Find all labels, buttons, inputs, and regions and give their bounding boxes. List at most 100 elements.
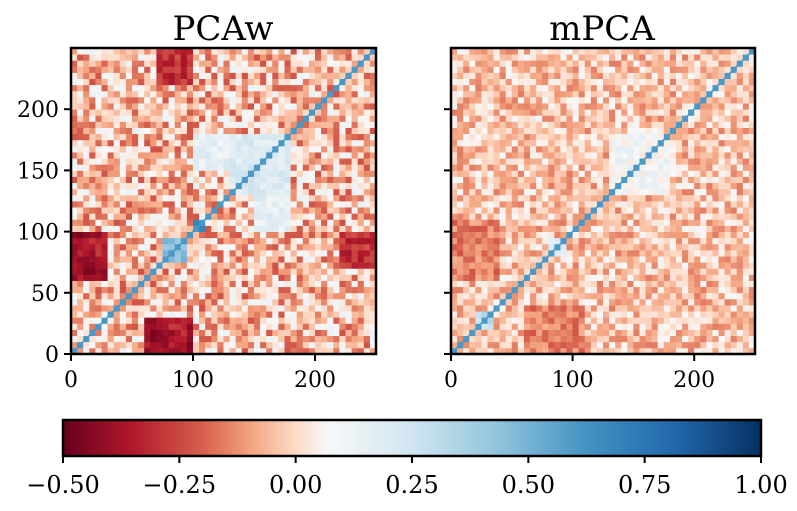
heatmap-cell [688,262,695,269]
heatmap-cell [193,133,200,141]
heatmap-cell [369,213,377,220]
heatmap-cell [542,249,549,257]
panel-title: PCAw [172,9,273,49]
heatmap-cell [700,121,707,128]
heatmap-cell [469,170,476,177]
heatmap-cell [83,158,90,165]
heatmap-cell [736,305,744,312]
heatmap-cell [572,66,580,73]
heatmap-cell [83,213,90,220]
heatmap-cell [254,341,261,349]
heatmap-cell [669,158,677,165]
heatmap-cell [706,341,713,349]
heatmap-cell [339,329,346,337]
heatmap-cell [517,90,525,98]
heatmap-cell [730,298,738,306]
heatmap-cell [321,286,328,294]
heatmap-cell [688,176,695,184]
heatmap-cell [627,145,634,153]
heatmap-cell [83,176,90,184]
heatmap-cell [621,188,628,196]
heatmap-cell [272,164,279,171]
heatmap-cell [669,231,677,239]
heatmap-cell [505,194,513,202]
heatmap-cell [633,243,640,251]
heatmap-cell [327,121,334,128]
heatmap-cell [566,84,573,92]
heatmap-cell [730,323,738,330]
heatmap-cell [603,121,610,128]
heatmap-cell [505,66,513,73]
heatmap-cell [327,329,334,337]
heatmap-cell [621,121,628,128]
heatmap-cell [357,213,365,220]
heatmap-cell [657,182,665,190]
heatmap-cell [339,96,346,104]
heatmap-cell [682,145,689,153]
heatmap-cell [284,256,291,263]
heatmap-cell [345,201,352,208]
heatmap-cell [89,54,96,61]
heatmap-cell [511,103,519,110]
heatmap-cell [451,48,458,55]
heatmap-cell [627,292,634,300]
heatmap-cell [266,262,273,269]
heatmap-cell [278,164,285,171]
heatmap-cell [609,170,616,177]
heatmap-cell [272,84,279,92]
heatmap-cell [596,225,604,232]
heatmap-cell [712,207,719,214]
heatmap-cell [217,268,224,275]
heatmap-cell [493,201,501,208]
heatmap-cell [584,158,592,165]
heatmap-cell [736,66,744,73]
heatmap-cell [609,194,616,202]
heatmap-cell [113,243,121,251]
heatmap-cell [229,280,237,288]
heatmap-cell [290,72,298,79]
heatmap-cell [596,66,604,73]
heatmap-cell [590,103,598,110]
heatmap-cell [657,78,665,86]
heatmap-cell [144,292,151,300]
heatmap-cell [174,274,182,281]
heatmap-cell [308,341,316,349]
heatmap-cell [590,194,598,202]
heatmap-cell [357,194,365,202]
heatmap-cell [132,182,139,190]
heatmap-cell [107,274,115,281]
heatmap-cell [639,225,646,232]
heatmap-cell [321,121,328,128]
heatmap-cell [542,274,549,281]
heatmap-cell [615,176,622,184]
heatmap-cell [457,225,464,232]
heatmap-cell [235,145,243,153]
heatmap-cell [530,152,537,159]
heatmap-cell [345,194,352,202]
heatmap-cell [694,127,701,135]
heatmap-cell [633,66,640,73]
heatmap-cell [578,347,586,355]
heatmap-cell [217,48,224,55]
heatmap-cell [211,219,218,226]
heatmap-cell [186,298,194,306]
heatmap-cell [180,145,188,153]
heatmap-cell [475,225,482,232]
heatmap-cell [748,176,756,184]
heatmap-cell [308,164,316,171]
heatmap-cell [101,237,108,245]
heatmap-cell [217,194,224,202]
heatmap-cell [284,323,291,330]
heatmap-cell [144,145,151,153]
heatmap-cell [609,66,616,73]
heatmap-cell [536,347,543,355]
heatmap-cell [481,121,488,128]
heatmap-cell [639,268,646,275]
heatmap-cell [107,219,115,226]
heatmap-cell [457,48,464,55]
heatmap-cell [223,60,230,67]
heatmap-cell [475,243,482,251]
heatmap-cell [682,213,689,220]
heatmap-cell [333,54,340,61]
heatmap-cell [651,176,659,184]
